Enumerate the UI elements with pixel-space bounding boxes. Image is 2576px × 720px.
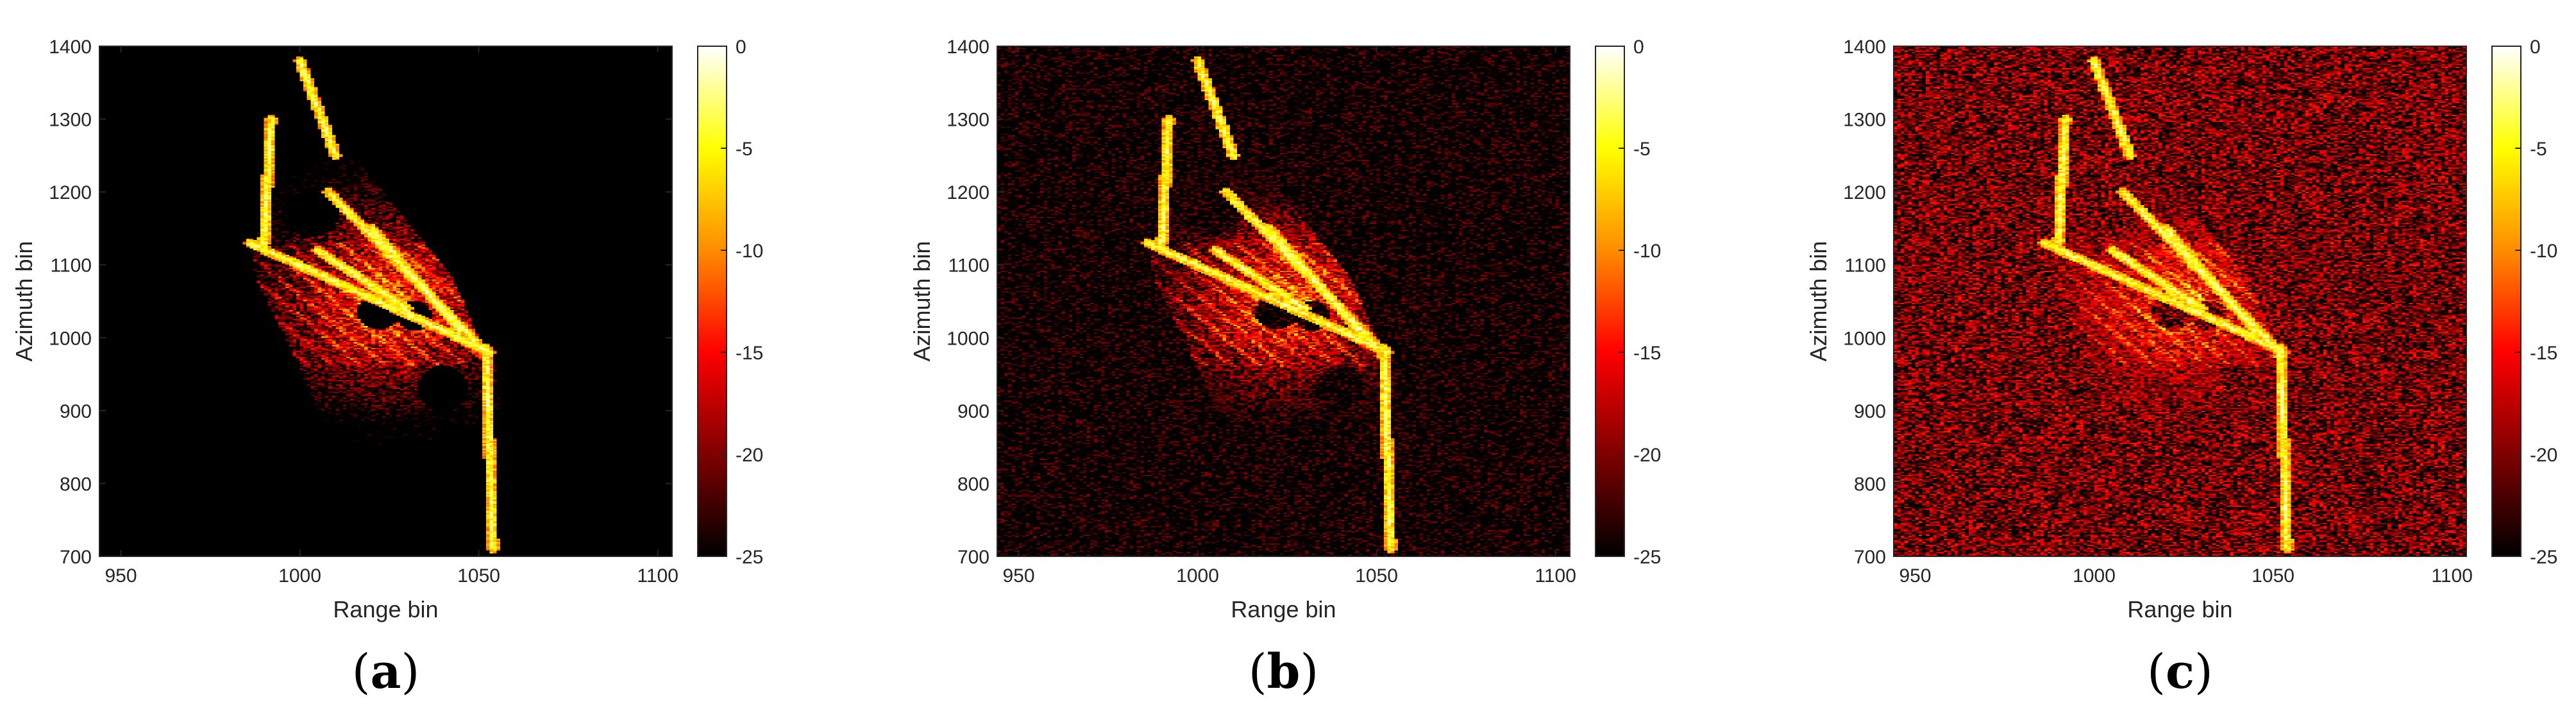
y-tick-label: 1300: [49, 110, 92, 131]
y-tick-label: 1000: [947, 328, 989, 349]
colorbar-tick-label: -20: [1633, 445, 1661, 466]
y-tick-label: 1100: [50, 255, 92, 277]
y-tick-label: 900: [957, 401, 989, 422]
colorbar-tick-label: -25: [1633, 547, 1661, 568]
colorbar-tick-label: -10: [736, 241, 763, 262]
colorbar-tick-label: -25: [736, 547, 763, 568]
x-tick-label: 950: [1002, 565, 1034, 587]
y-tick-label: 700: [60, 547, 92, 568]
heatmap-image: [997, 46, 1570, 556]
y-axis-label: Azimuth bin: [1805, 241, 1831, 361]
y-tick-label: 700: [1854, 547, 1886, 568]
x-axis-label: Range bin: [2127, 596, 2232, 622]
y-tick-label: 1400: [947, 37, 989, 58]
y-axis-label: Azimuth bin: [909, 241, 935, 361]
y-tick-label: 1400: [49, 37, 92, 58]
colorbar-tick-label: 0: [736, 37, 746, 58]
x-tick-label: 950: [105, 565, 137, 587]
x-tick-label: 1050: [2252, 565, 2294, 587]
y-tick-label: 1100: [1844, 255, 1886, 277]
colorbar-tick-label: -20: [736, 445, 763, 466]
x-tick-label: 1050: [1355, 565, 1398, 587]
x-axis-label: Range bin: [333, 596, 438, 622]
colorbar-tick-label: -15: [1633, 343, 1661, 364]
colorbar: [697, 46, 727, 557]
y-tick-label: 800: [60, 474, 92, 495]
panel-caption: (b): [1249, 644, 1319, 699]
colorbar-tick-label: -20: [2530, 445, 2557, 466]
y-tick-label: 1400: [1843, 37, 1886, 58]
y-tick-label: 800: [957, 474, 989, 495]
y-tick-label: 1200: [49, 182, 92, 203]
heatmap-image: [99, 46, 672, 556]
y-tick-label: 900: [60, 401, 92, 422]
y-tick-label: 1200: [1843, 182, 1886, 203]
colorbar: [2491, 46, 2521, 557]
y-tick-label: 1300: [1843, 110, 1886, 131]
colorbar-tick-label: -5: [1633, 139, 1651, 160]
colorbar-tick-label: -5: [736, 139, 753, 160]
colorbar: [1595, 46, 1625, 557]
y-tick-label: 700: [957, 547, 989, 568]
axes-frame: [99, 46, 673, 557]
colorbar-tick-label: -15: [2530, 343, 2557, 364]
y-axis-label: Azimuth bin: [11, 241, 37, 361]
panel-caption: (a): [352, 644, 420, 699]
y-tick-label: 1100: [948, 255, 989, 277]
y-tick-label: 1000: [49, 328, 92, 349]
colorbar-tick-label: -10: [2530, 241, 2557, 262]
panel-c: 950 1000 1050 1100 700 800 900 1000 1100 1200 1300…: [1805, 37, 2557, 699]
colorbar-tick-label: -25: [2530, 547, 2557, 568]
y-tick-label: 1300: [947, 110, 989, 131]
y-tick-label: 1200: [947, 182, 989, 203]
x-tick-label: 1000: [1176, 565, 1219, 587]
colorbar-tick-label: -15: [736, 343, 763, 364]
axes-frame: [1893, 46, 2467, 557]
y-tick-label: 800: [1854, 474, 1886, 495]
heatmap-image: [1894, 46, 2466, 556]
panel-caption: (c): [2147, 644, 2213, 699]
colorbar-tick-label: -10: [1633, 241, 1661, 262]
x-tick-label: 1100: [2431, 565, 2473, 587]
x-axis-label: Range bin: [1231, 596, 1336, 622]
axes-frame: [997, 46, 1570, 557]
x-tick-label: 950: [1899, 565, 1931, 587]
x-tick-label: 1000: [278, 565, 321, 587]
panel-b: 950 1000 1050 1100 700 800 900 1000 1100 1200 1300…: [909, 37, 1661, 699]
panel-a: 950 1000 1050 1100 700 800 900 1000 1100 1200 1300…: [11, 37, 763, 699]
x-tick-label: 1100: [1535, 565, 1576, 587]
colorbar-tick-label: 0: [1633, 37, 1644, 58]
x-tick-label: 1050: [457, 565, 500, 587]
x-tick-label: 1000: [2073, 565, 2116, 587]
colorbar-tick-label: 0: [2530, 37, 2541, 58]
x-tick-label: 1100: [637, 565, 678, 587]
y-tick-label: 1000: [1843, 328, 1886, 349]
colorbar-tick-label: -5: [2530, 139, 2547, 160]
y-tick-label: 900: [1854, 401, 1886, 422]
